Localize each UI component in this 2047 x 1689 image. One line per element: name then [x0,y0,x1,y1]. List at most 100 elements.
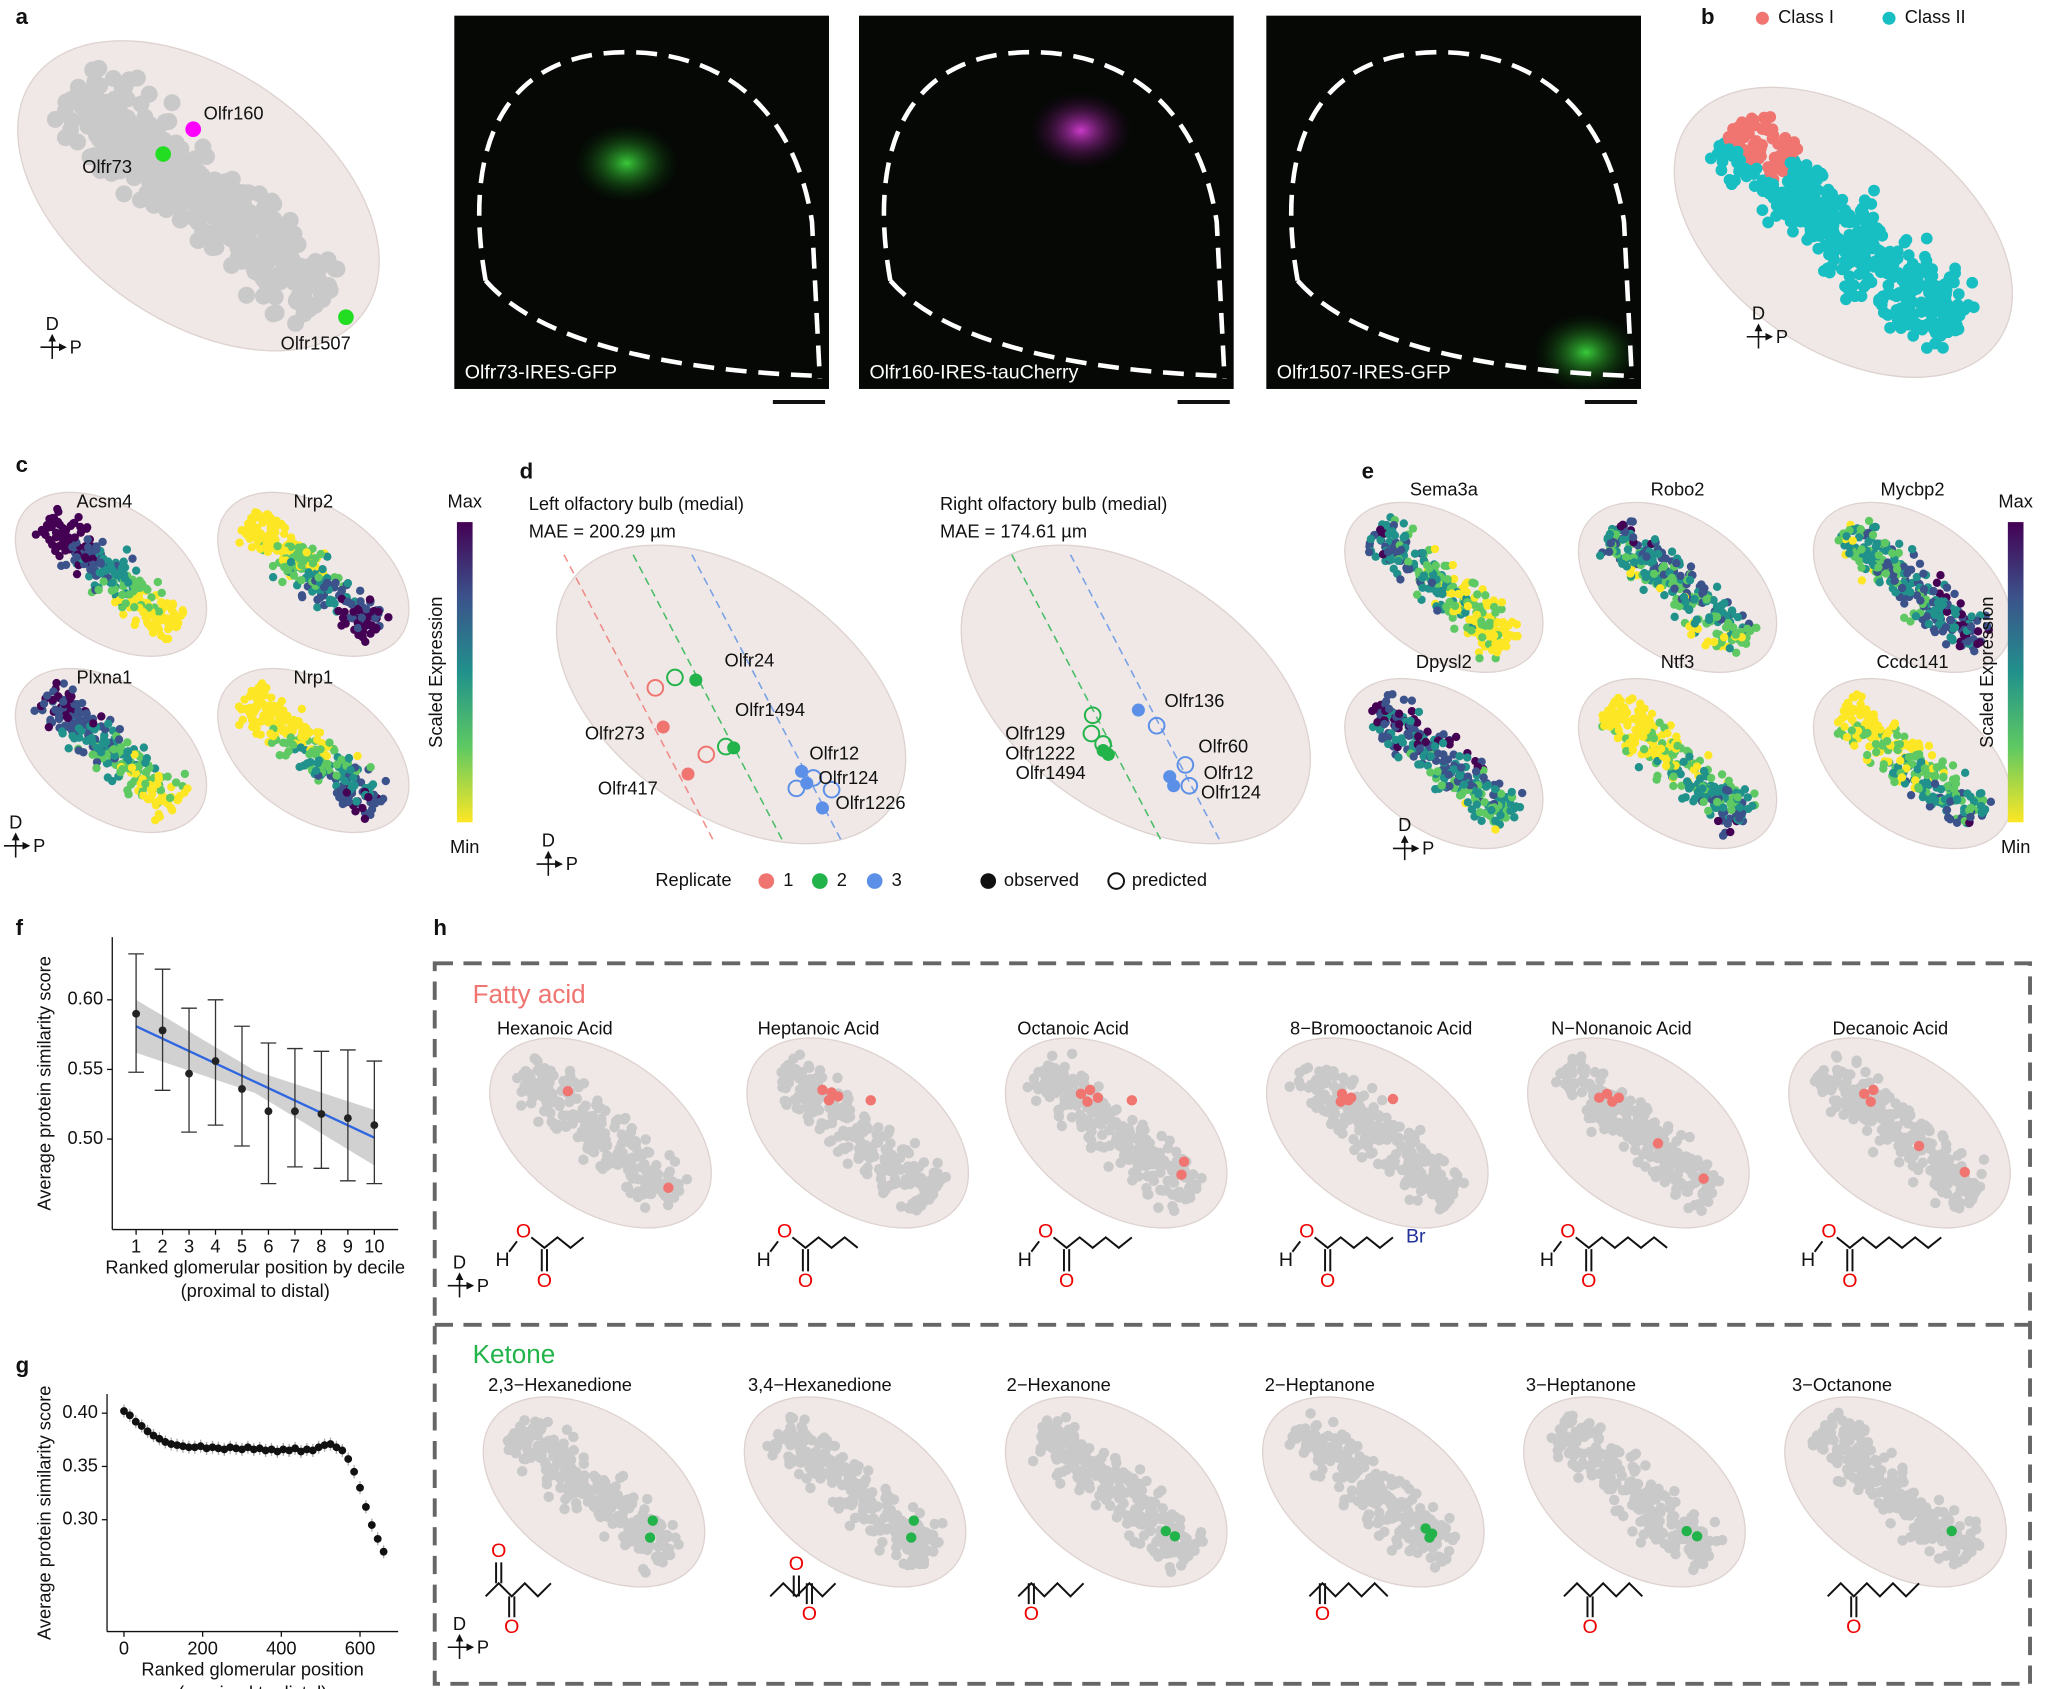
glomerulus [1510,813,1518,821]
glomerulus [1952,610,1960,618]
glomerulus [1660,562,1668,570]
glomerulus [99,739,107,747]
glomerulus [64,112,81,129]
glomerulus [74,513,82,521]
glomerulus [1031,1096,1041,1106]
glomerulus [1433,767,1441,775]
panel-label: h [433,915,447,940]
glomerulus [1431,742,1439,750]
point [344,1114,352,1122]
glomerulus [1718,601,1726,609]
glomerulus [1900,279,1912,291]
glomerulus [1607,539,1615,547]
glomerulus [1419,549,1427,557]
glomerulus [43,692,51,700]
glomerulus [1788,136,1800,148]
glomerulus [1656,584,1664,592]
glomerulus [131,621,139,629]
glomerulus [1416,760,1424,768]
glomerulus [1463,753,1471,761]
glomerulus [1687,782,1695,790]
glomerulus [1163,1160,1173,1170]
glomerulus [802,1111,812,1121]
glomerulus [1850,693,1858,701]
glomerulus [1976,790,1984,798]
glomerulus [173,167,190,184]
legend-label: 2 [837,869,847,890]
glomerulus [1685,752,1693,760]
glomerulus [1439,1156,1449,1166]
glomerulus [164,94,181,111]
glomerulus [1787,226,1799,238]
glomerulus [1928,321,1940,333]
x-tick-label: 2 [157,1236,167,1257]
legend-title: Replicate [655,869,731,890]
glomerulus [1472,767,1480,775]
glomerulus [1111,1104,1121,1114]
glomerulus [1467,626,1475,634]
glomerulus [364,793,372,801]
point [126,1411,134,1419]
glomerulus [340,608,348,616]
glomerulus [278,697,286,705]
legend-label: observed [1004,869,1079,890]
glomerulus [90,60,107,77]
glomerulus [1820,202,1832,214]
glomerulus [1713,613,1721,621]
glomerulus [1716,164,1728,176]
glomerulus [1605,548,1613,556]
glomerulus [1896,757,1904,765]
glomerulus [1915,784,1923,792]
glomerulus [1699,798,1707,806]
glomerulus [197,193,214,210]
glomerulus [1642,573,1650,581]
olfr-label: Olfr60 [1198,736,1248,757]
glomerulus [1294,1067,1304,1077]
glomerulus [279,727,287,735]
glomerulus [1726,644,1734,652]
responsive-glomerulus [563,1086,573,1096]
glomerulus [62,526,70,534]
glomerulus [366,595,374,603]
glomerulus [1630,558,1638,566]
glomerulus [118,138,135,155]
glomerulus [1450,625,1458,633]
glomerulus [167,804,175,812]
glomerulus [1834,212,1846,224]
glomerulus [543,1072,553,1082]
glomerulus [1931,796,1939,804]
glomerulus [64,744,72,752]
gene-name: Sema3a [1410,479,1479,500]
glomerulus [79,104,96,121]
glomerulus [1686,576,1694,584]
glomerulus [1895,540,1903,548]
glomerulus [1431,1164,1441,1174]
glomerulus [349,774,357,782]
glomerulus [89,719,97,727]
glomerulus [76,523,84,531]
glomerulus [1921,233,1933,245]
y-tick-label: 0.55 [68,1057,104,1078]
glomerulus [852,1123,862,1133]
glomerulus [1857,267,1869,279]
glomerulus [1817,170,1829,182]
glomerulus [1400,696,1408,704]
glomerulus [309,559,317,567]
glomerulus [269,732,277,740]
glomerulus [1869,531,1877,539]
glomerulus [154,578,162,586]
x-tick-label: 1 [131,1236,141,1257]
fit-line [136,1026,374,1137]
glomerulus [1116,1127,1126,1137]
olfr-label: Olfr1226 [836,792,906,813]
glomerulus [104,773,112,781]
glomerulus [857,1150,867,1160]
glomerulus [1957,599,1965,607]
glomerulus [1455,752,1463,760]
glomerulus [118,765,126,773]
glomerulus [640,1202,650,1212]
y-tick-label: 0.30 [62,1508,98,1529]
glomerulus [313,736,321,744]
glomerulus [1672,559,1680,567]
glomerulus [1629,533,1637,541]
